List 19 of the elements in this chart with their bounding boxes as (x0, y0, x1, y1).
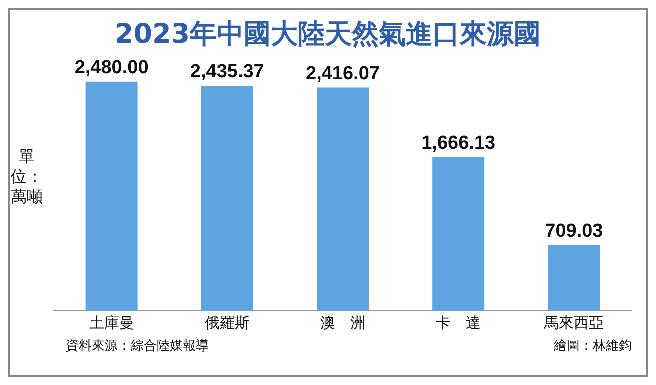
data-label: 709.03 (545, 221, 604, 242)
x-tick-label: 卡 達 (436, 314, 482, 332)
x-tick-label: 土庫曼 (89, 314, 134, 332)
bar (86, 82, 138, 311)
data-label: 1,666.13 (422, 132, 496, 154)
y-axis-title: 單位：萬噸 (11, 147, 43, 207)
bar (548, 245, 600, 311)
source-note: 資料來源：綜合陸媒報導 (66, 338, 209, 355)
data-label: 2,416.07 (306, 63, 380, 84)
chart-title: 2023年中國大陸天然氣進口來源國 (114, 18, 542, 52)
x-tick-label: 澳 洲 (320, 314, 366, 332)
bar (201, 86, 254, 311)
data-label: 2,480.00 (74, 58, 149, 79)
bar (316, 88, 370, 311)
data-label: 2,435.37 (190, 62, 264, 83)
text: 繪圖：林維鈞 (554, 338, 632, 355)
x-tick-label: 馬來西亞 (543, 314, 604, 332)
bar (432, 157, 485, 311)
x-tick-label: 俄羅斯 (204, 314, 250, 332)
